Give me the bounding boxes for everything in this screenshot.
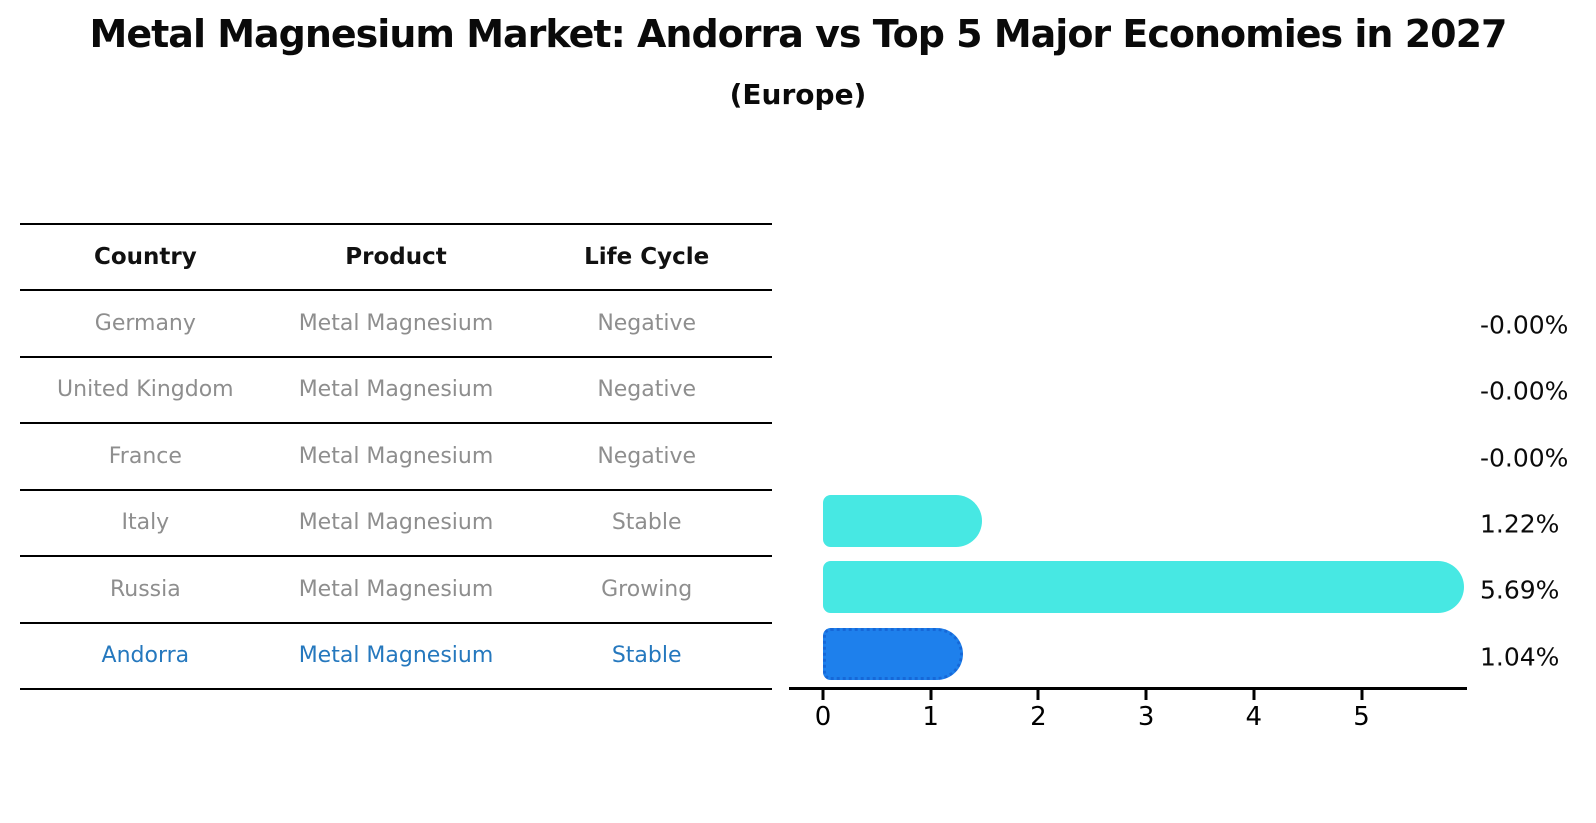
cell-lifecycle: Negative xyxy=(597,443,697,469)
table-row-andorra: Andorra Metal Magnesium Stable xyxy=(20,624,772,690)
chart-subtitle: (Europe) xyxy=(729,78,867,111)
cell-country: Andorra xyxy=(101,643,190,669)
cell-lifecycle: Growing xyxy=(601,576,693,602)
x-axis-tick-label-4: 4 xyxy=(1245,702,1263,732)
col-header-product: Product xyxy=(345,244,447,270)
x-axis-tick-3 xyxy=(1144,690,1148,700)
table-row-united-kingdom: United Kingdom Metal Magnesium Negative xyxy=(20,358,772,424)
value-label-france: -0.00% xyxy=(1480,443,1569,472)
x-axis-tick-2 xyxy=(1036,690,1040,700)
table-row-germany: Germany Metal Magnesium Negative xyxy=(20,291,772,358)
cell-product: Metal Magnesium xyxy=(298,576,494,602)
cell-product: Metal Magnesium xyxy=(298,310,494,336)
value-label-united-kingdom: -0.00% xyxy=(1480,376,1569,406)
x-axis-tick-5 xyxy=(1360,690,1363,700)
value-label-andorra: 1.04% xyxy=(1480,642,1560,671)
col-header-lifecycle: Life Cycle xyxy=(584,244,710,270)
col-header-country: Country xyxy=(93,244,197,270)
cell-country: France xyxy=(108,443,182,469)
bar-andorra xyxy=(823,627,963,680)
cell-product: Metal Magnesium xyxy=(298,377,494,403)
cell-product: Metal Magnesium xyxy=(298,643,494,669)
comparison-table: Country Product Life Cycle Germany Metal… xyxy=(20,223,772,690)
value-label-russia: 5.69% xyxy=(1480,575,1560,605)
table-header-row: Country Product Life Cycle xyxy=(20,225,772,291)
bar-italy xyxy=(823,494,983,547)
x-axis-tick-label-3: 3 xyxy=(1137,702,1155,732)
table-row-france: France Metal Magnesium Negative xyxy=(20,424,772,491)
x-axis-tick-label-1: 1 xyxy=(922,702,939,732)
x-axis-tick-4 xyxy=(1252,690,1256,700)
cell-product: Metal Magnesium xyxy=(298,510,494,536)
x-axis-tick-label-0: 0 xyxy=(814,702,832,732)
value-label-germany: -0.00% xyxy=(1480,310,1569,340)
cell-country: Germany xyxy=(94,310,196,336)
cell-lifecycle: Negative xyxy=(597,377,697,403)
chart-title: Metal Magnesium Market: Andorra vs Top 5… xyxy=(89,12,1508,56)
cell-lifecycle: Negative xyxy=(597,310,697,336)
cell-lifecycle: Stable xyxy=(611,643,682,669)
x-axis-tick-label-5: 5 xyxy=(1353,702,1370,732)
cell-country: United Kingdom xyxy=(57,377,234,403)
cell-product: Metal Magnesium xyxy=(298,443,494,469)
x-axis-tick-0 xyxy=(821,690,825,700)
x-axis-line xyxy=(789,687,1467,690)
cell-lifecycle: Stable xyxy=(611,510,682,536)
cell-country: Italy xyxy=(121,510,170,536)
table-row-russia: Russia Metal Magnesium Growing xyxy=(20,557,772,624)
x-axis-tick-label-2: 2 xyxy=(1030,702,1047,732)
bar-russia xyxy=(823,561,1464,613)
value-label-italy: 1.22% xyxy=(1480,509,1560,538)
table-row-italy: Italy Metal Magnesium Stable xyxy=(20,491,772,557)
cell-country: Russia xyxy=(109,576,181,602)
x-axis-tick-1 xyxy=(929,690,933,700)
